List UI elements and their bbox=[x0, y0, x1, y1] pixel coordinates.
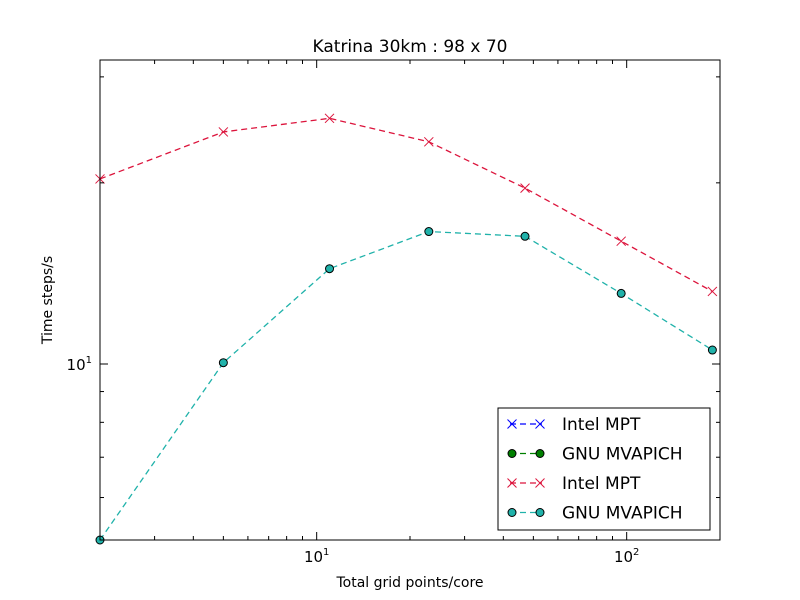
chart-title: Katrina 30km : 98 x 70 bbox=[313, 37, 508, 57]
legend-label: Intel MPT bbox=[562, 474, 641, 494]
legend: Intel MPT GNU MVAPICH Intel MPT GNU MVAPICH bbox=[497, 407, 711, 531]
legend-box bbox=[497, 407, 711, 531]
y-tick-exponent: 1 bbox=[86, 355, 92, 366]
legend-entry: Intel MPT bbox=[507, 415, 641, 435]
x-tick-label: 101 bbox=[304, 547, 329, 566]
legend-label: Intel MPT bbox=[562, 415, 641, 435]
x-tick-base: 10 bbox=[614, 548, 633, 566]
series-2 bbox=[95, 113, 718, 297]
legend-entry: Intel MPT bbox=[507, 474, 641, 494]
data-point bbox=[707, 286, 718, 297]
legend-entry: GNU MVAPICH bbox=[507, 445, 683, 465]
data-point bbox=[424, 227, 434, 237]
y-axis-label: Time steps/s bbox=[40, 256, 56, 345]
data-point bbox=[423, 136, 434, 147]
legend-entry: GNU MVAPICH bbox=[507, 504, 683, 524]
data-point bbox=[218, 127, 229, 137]
data-point bbox=[707, 345, 717, 355]
data-point bbox=[520, 183, 530, 193]
legend-marker-start bbox=[507, 508, 517, 517]
series-line bbox=[99, 117, 713, 293]
x-tick-base: 10 bbox=[304, 548, 323, 566]
legend-marker-start bbox=[507, 478, 517, 488]
legend-marker-end bbox=[535, 508, 545, 517]
legend-marker-end bbox=[535, 478, 545, 488]
legend-marker-start bbox=[507, 449, 517, 458]
x-tick-label: 102 bbox=[614, 547, 639, 566]
data-point bbox=[520, 231, 530, 241]
x-tick-exponent: 1 bbox=[323, 547, 329, 558]
series-3 bbox=[95, 227, 717, 545]
legend-label: GNU MVAPICH bbox=[562, 504, 683, 524]
data-point bbox=[218, 358, 228, 368]
data-point bbox=[616, 236, 627, 247]
y-tick-label: 101 bbox=[67, 355, 92, 374]
data-point bbox=[324, 113, 335, 124]
legend-marker-start bbox=[507, 419, 517, 429]
data-point bbox=[616, 288, 626, 298]
series-layer bbox=[95, 113, 718, 545]
x-tick-exponent: 2 bbox=[633, 547, 639, 558]
data-point bbox=[325, 264, 335, 274]
y-tick-base: 10 bbox=[67, 356, 86, 374]
legend-marker-end bbox=[535, 419, 545, 429]
legend-marker-end bbox=[535, 449, 545, 458]
legend-label: GNU MVAPICH bbox=[562, 445, 683, 465]
x-axis-label: Total grid points/core bbox=[335, 575, 483, 591]
